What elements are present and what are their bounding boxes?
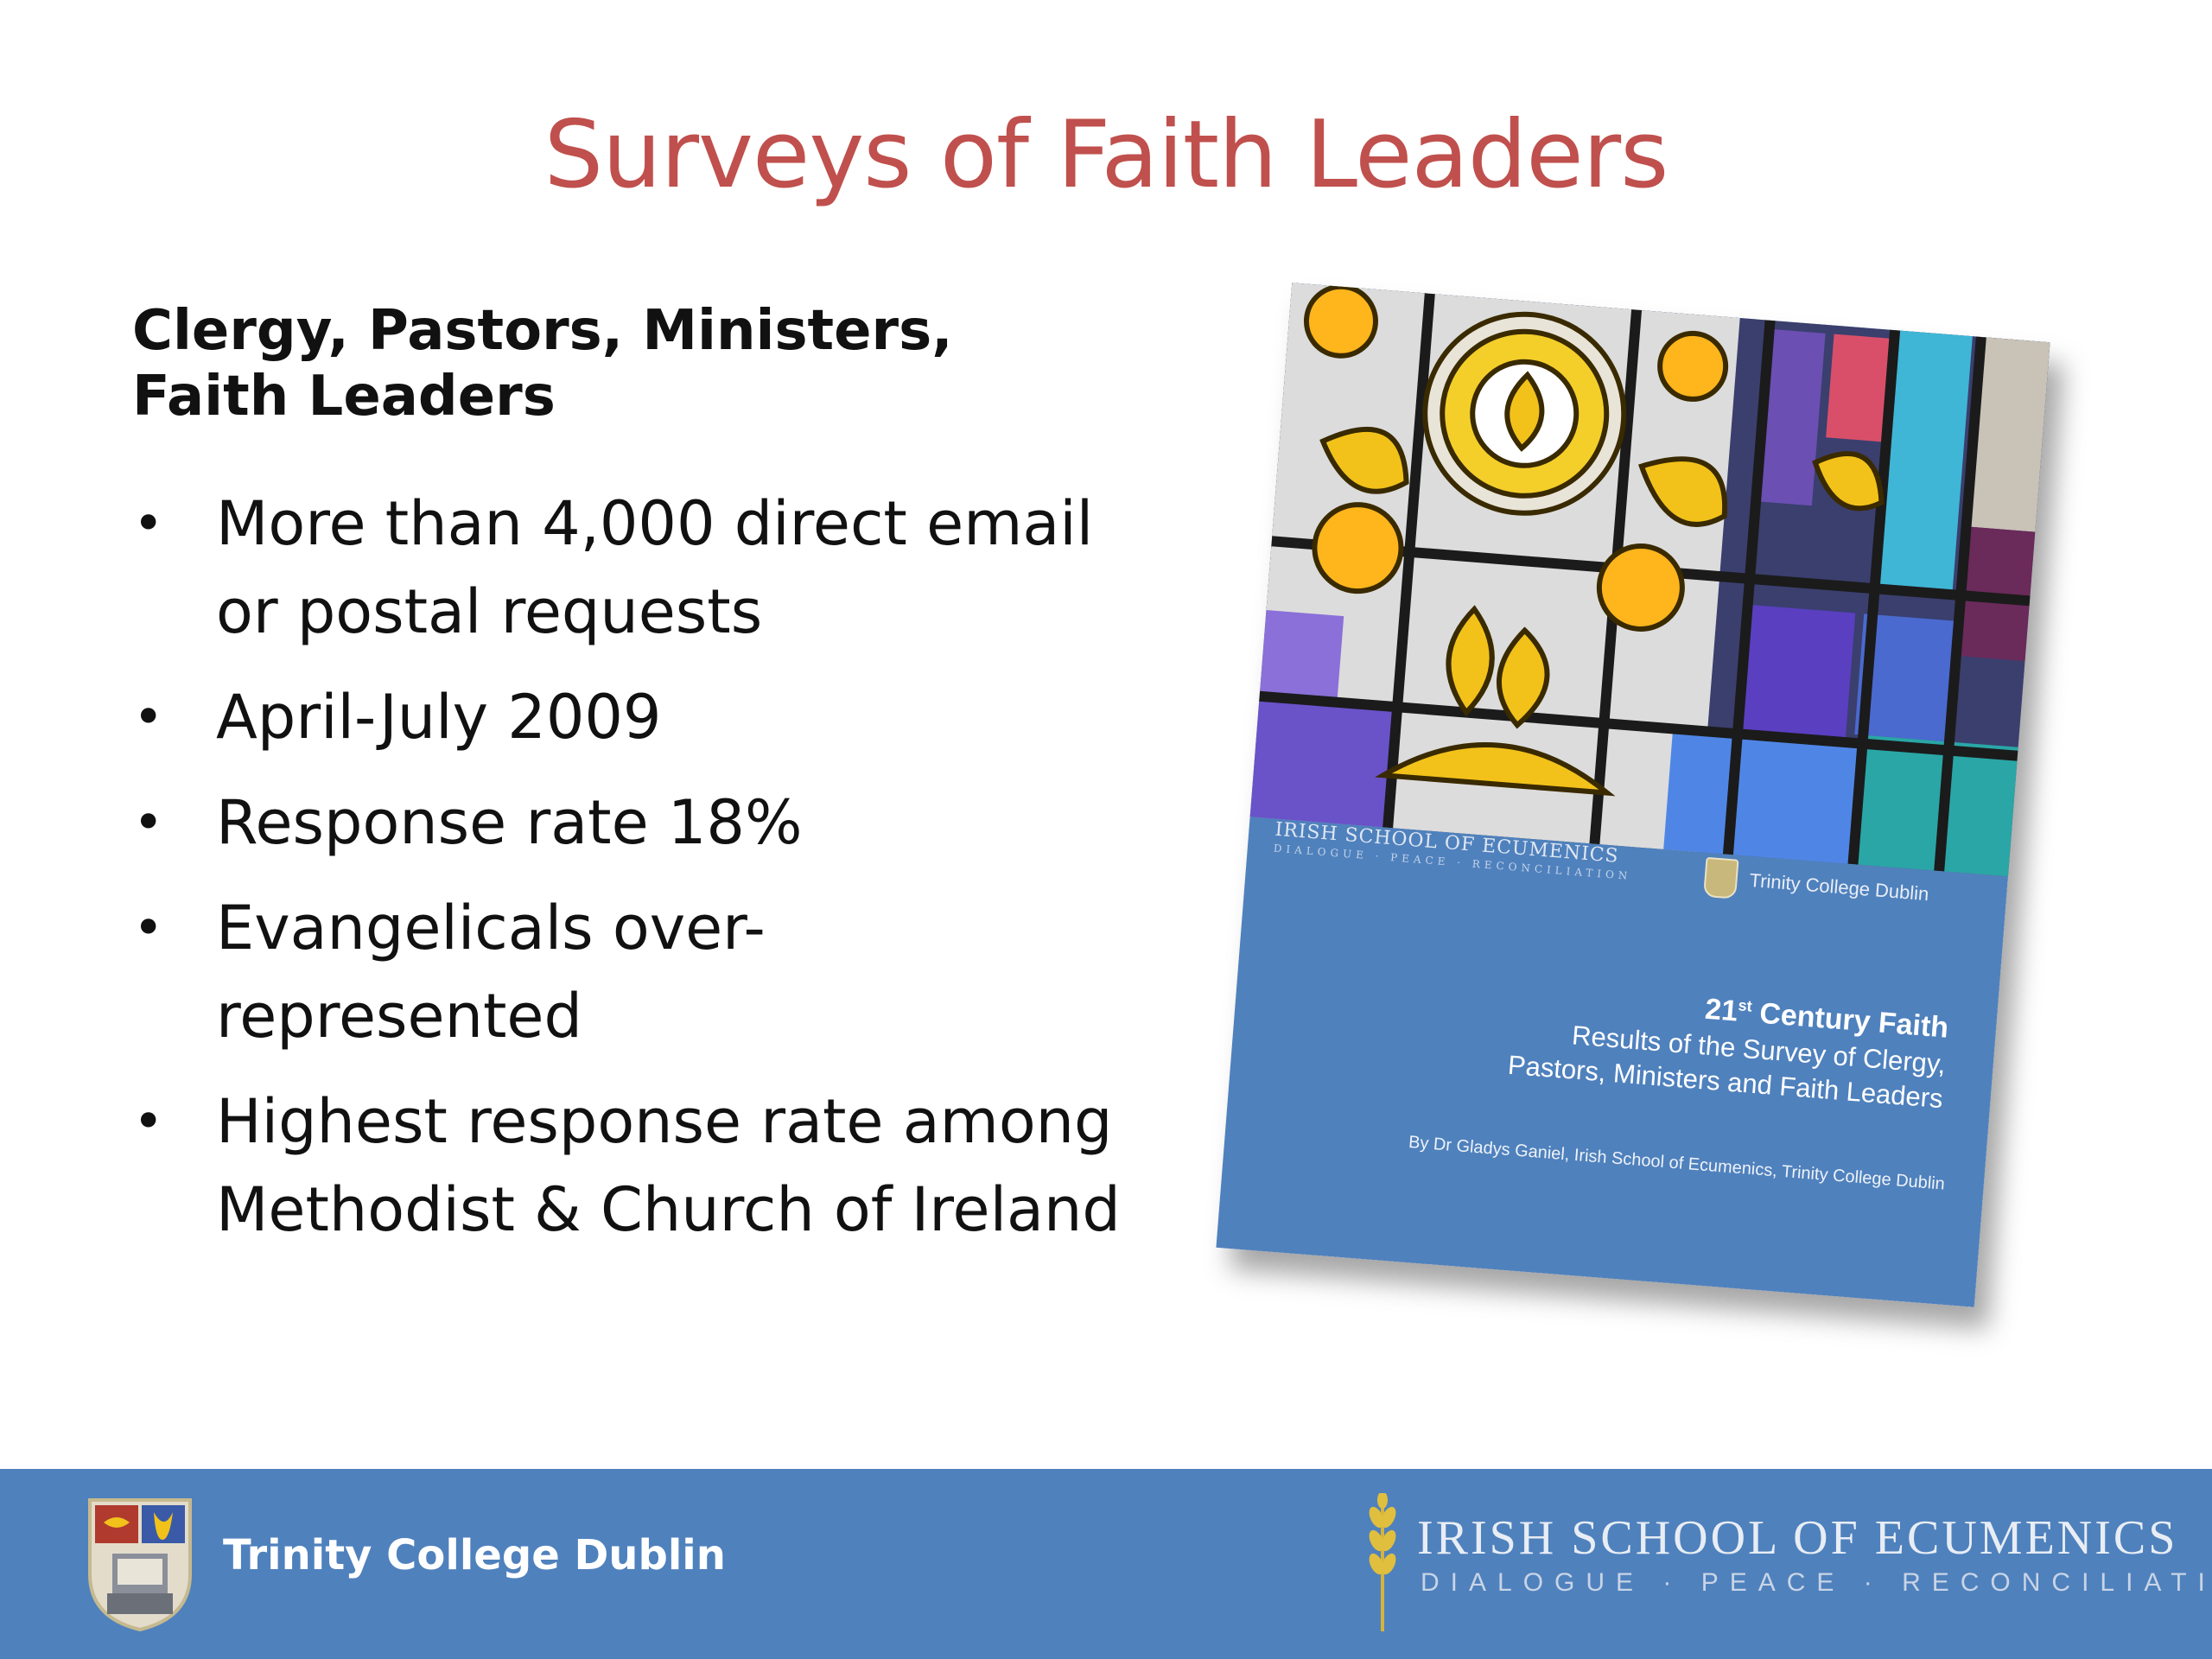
bullet-glyph: • <box>133 1091 164 1152</box>
footer-bar: Trinity College Dublin IRISH SCHOOL OF E… <box>0 1469 2212 1659</box>
bullet-glyph: • <box>133 493 164 554</box>
subheading: Clergy, Pastors, Ministers, Faith Leader… <box>132 299 953 429</box>
report-cover-image: IRISH SCHOOL OF ECUMENICS DIALOGUE · PEA… <box>1216 283 2050 1307</box>
tcd-shield-icon <box>1703 856 1739 899</box>
cover-tcd-name: Trinity College Dublin <box>1748 868 1930 906</box>
slide-title: Surveys of Faith Leaders <box>543 101 1669 209</box>
list-item: • Highest response rate among Methodist … <box>130 1077 1123 1254</box>
list-item: • More than 4,000 direct email or postal… <box>130 480 1123 656</box>
cover-title-number: 21 <box>1703 992 1739 1028</box>
cover-tcd-logo: Trinity College Dublin <box>1703 856 1930 914</box>
report-cover: IRISH SCHOOL OF ECUMENICS DIALOGUE · PEA… <box>1216 283 2050 1307</box>
wheat-icon <box>1369 1493 1396 1631</box>
bullet-list: • More than 4,000 direct email or postal… <box>130 480 1123 1271</box>
footer-tcd-name: Trinity College Dublin <box>223 1531 726 1580</box>
bullet-text: Highest response rate among Methodist & … <box>216 1086 1121 1245</box>
bullet-text: More than 4,000 direct email or postal r… <box>216 488 1094 647</box>
bullet-glyph: • <box>133 687 164 747</box>
footer-ise-tagline: DIALOGUE · PEACE · RECONCILIATION <box>1421 1568 2212 1597</box>
tcd-crest-icon <box>88 1498 192 1632</box>
stained-glass-art <box>1249 283 2050 877</box>
bullet-text: Response rate 18% <box>216 787 803 858</box>
list-item: • Response rate 18% <box>130 779 1123 867</box>
bullet-text: April-July 2009 <box>216 682 662 753</box>
bullet-text: Evangelicals over-represented <box>216 893 766 1052</box>
cover-author: By Dr Gladys Ganiel, Irish School of Ecu… <box>1408 1132 1946 1194</box>
bullet-glyph: • <box>133 898 164 958</box>
bullet-glyph: • <box>133 792 164 853</box>
cover-ise-logo: IRISH SCHOOL OF ECUMENICS DIALOGUE · PEA… <box>1273 819 1634 882</box>
footer-ise-name: IRISH SCHOOL OF ECUMENICS <box>1417 1511 2178 1565</box>
cover-title-block: 21st Century Faith Results of the Survey… <box>1507 968 1951 1117</box>
list-item: • April-July 2009 <box>130 673 1123 761</box>
list-item: • Evangelicals over-represented <box>130 884 1123 1060</box>
